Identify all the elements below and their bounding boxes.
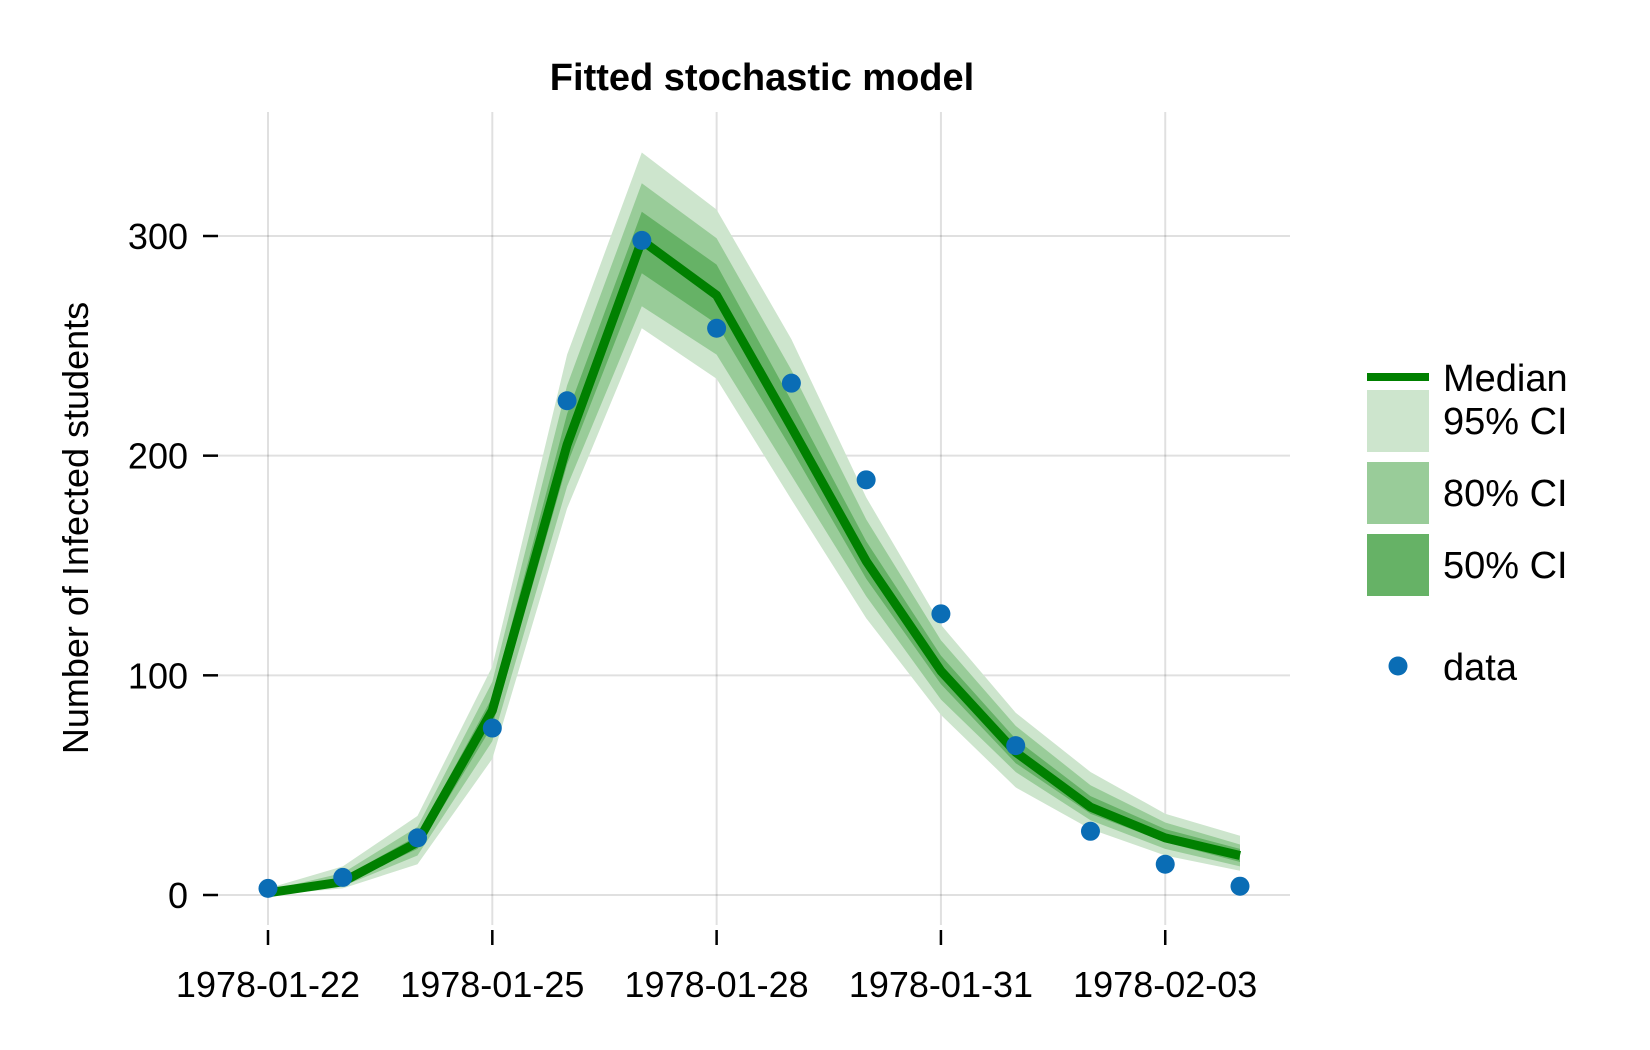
x-tick-label: 1978-01-28 (625, 964, 809, 1005)
data-point (557, 391, 577, 411)
legend-data-swatch (1388, 656, 1408, 676)
legend-band-swatch (1367, 390, 1429, 452)
legend-label: data (1443, 647, 1518, 689)
x-axis: 1978-01-22 1978-01-25 1978-01-28 1978-01-31… (176, 930, 1257, 1005)
data-point (1155, 854, 1175, 874)
legend-label: Median (1443, 358, 1568, 400)
data-point (781, 373, 801, 393)
x-tick-label: 1978-01-22 (176, 964, 360, 1005)
data-point (408, 828, 428, 848)
median-line-group (267, 235, 1242, 898)
data-point (707, 318, 727, 338)
data-point (258, 878, 278, 898)
data-point (1080, 821, 1100, 841)
band-80-ci (268, 183, 1240, 896)
data-point (931, 604, 951, 624)
y-axis-label: Number of Infected students (55, 302, 96, 754)
data-point (333, 867, 353, 887)
median-line (267, 235, 1242, 898)
y-tick-label: 200 (128, 436, 188, 477)
x-tick-label: 1978-01-25 (400, 964, 584, 1005)
data-point (1230, 876, 1250, 896)
data-point (482, 718, 502, 738)
legend-label: 80% CI (1443, 473, 1568, 515)
y-tick-label: 300 (128, 216, 188, 257)
legend-band-swatch (1367, 462, 1429, 524)
ci-bands (268, 152, 1240, 896)
data-points (258, 230, 1250, 898)
legend-band-swatch (1367, 534, 1429, 596)
legend-label: 95% CI (1443, 401, 1568, 443)
band-95-ci (268, 152, 1240, 895)
chart-title: Fitted stochastic model (550, 57, 974, 99)
y-tick-label: 0 (168, 875, 188, 916)
data-point (856, 470, 876, 490)
legend-label: 50% CI (1443, 545, 1568, 587)
y-tick-label: 100 (128, 655, 188, 696)
x-tick-label: 1978-01-31 (849, 964, 1033, 1005)
data-point (1006, 736, 1026, 756)
band-50-ci (268, 211, 1240, 896)
y-axis: 0 100 200 300 (128, 216, 218, 916)
data-point (632, 230, 652, 250)
x-tick-label: 1978-02-03 (1073, 964, 1257, 1005)
